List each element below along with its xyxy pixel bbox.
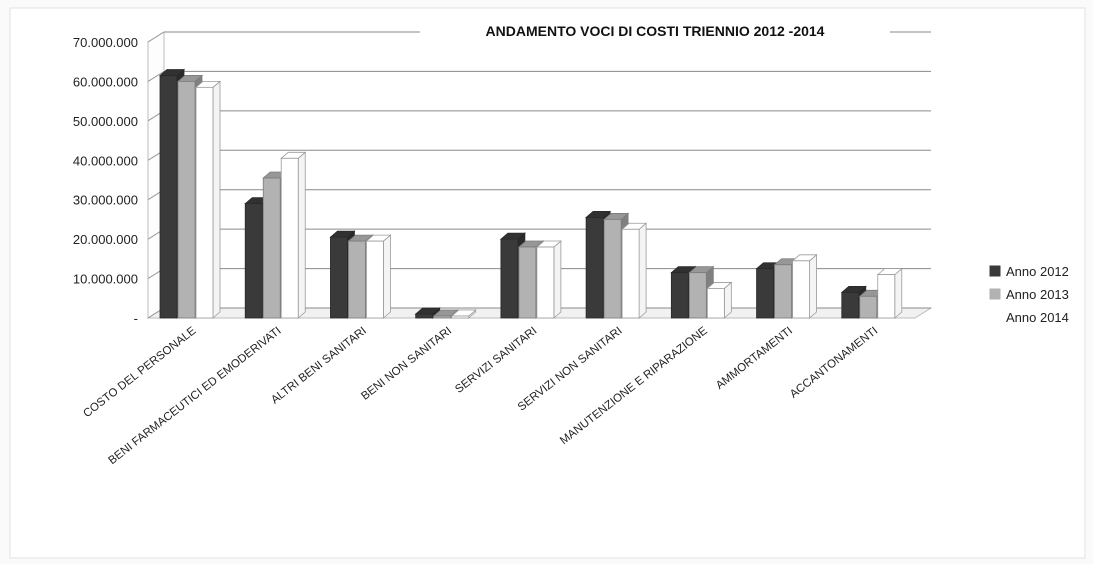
- bar-front: [621, 228, 640, 319]
- legend-swatch: [989, 288, 1001, 300]
- y-tick-label: 40.000.000: [73, 153, 138, 168]
- legend-swatch: [989, 265, 1001, 277]
- chart-title: ANDAMENTO VOCI DI COSTI TRIENNIO 2012 -2…: [486, 23, 825, 39]
- title-background: [420, 20, 890, 42]
- bar-front: [177, 81, 196, 319]
- legend-label: Anno 2013: [1006, 287, 1069, 302]
- bar-front: [195, 86, 214, 319]
- y-tick-label: 60.000.000: [73, 74, 138, 89]
- bar: [365, 234, 392, 319]
- bar-front: [500, 238, 519, 319]
- bar-side: [809, 253, 817, 319]
- bar-front: [262, 177, 281, 319]
- bar-front: [774, 264, 792, 319]
- bar: [876, 267, 903, 319]
- y-tick-label: 10.000.000: [73, 272, 138, 287]
- bar-front: [706, 288, 725, 319]
- y-tick-label: 70.000.000: [73, 35, 138, 50]
- bar-side: [894, 267, 903, 319]
- bar-front: [536, 246, 555, 319]
- bar-front: [330, 236, 348, 319]
- bar-front: [518, 246, 537, 319]
- bar-side: [638, 222, 647, 319]
- legend-label: Anno 2014: [1006, 310, 1069, 325]
- bar-front: [433, 315, 452, 319]
- legend-swatch: [989, 311, 1001, 323]
- bar-front: [348, 240, 366, 319]
- bar-front: [603, 219, 622, 319]
- bar-front: [877, 274, 896, 319]
- bar: [706, 281, 733, 319]
- bar-front: [244, 203, 263, 319]
- bar-front: [280, 157, 299, 319]
- bar-front: [670, 272, 689, 319]
- bar-side: [212, 80, 221, 319]
- bar: [194, 80, 222, 319]
- bar-front: [415, 313, 434, 319]
- bar-front: [366, 240, 384, 319]
- bar-side: [297, 151, 306, 319]
- bar-front: [792, 260, 810, 319]
- bar: [280, 151, 307, 319]
- bar-side: [553, 240, 562, 319]
- y-tick-label: 20.000.000: [73, 232, 138, 247]
- bar: [791, 253, 818, 319]
- bar-front: [159, 75, 178, 319]
- bar-front: [841, 291, 860, 319]
- bar-front: [859, 295, 878, 319]
- bar: [535, 240, 562, 319]
- bar-front: [688, 272, 707, 319]
- bar: [450, 309, 477, 319]
- bar-front: [585, 217, 604, 319]
- gridline-depth: [147, 31, 165, 43]
- y-tick-label: 30.000.000: [73, 193, 138, 208]
- y-tick-label: -: [134, 311, 138, 326]
- legend-label: Anno 2012: [1006, 264, 1069, 279]
- y-tick-label: 50.000.000: [73, 114, 138, 129]
- gridline-depth: [147, 71, 165, 82]
- bar-side: [383, 234, 391, 319]
- bar-front: [451, 315, 470, 319]
- bar-front: [756, 268, 774, 319]
- bar: [414, 307, 441, 319]
- bar: [621, 222, 648, 319]
